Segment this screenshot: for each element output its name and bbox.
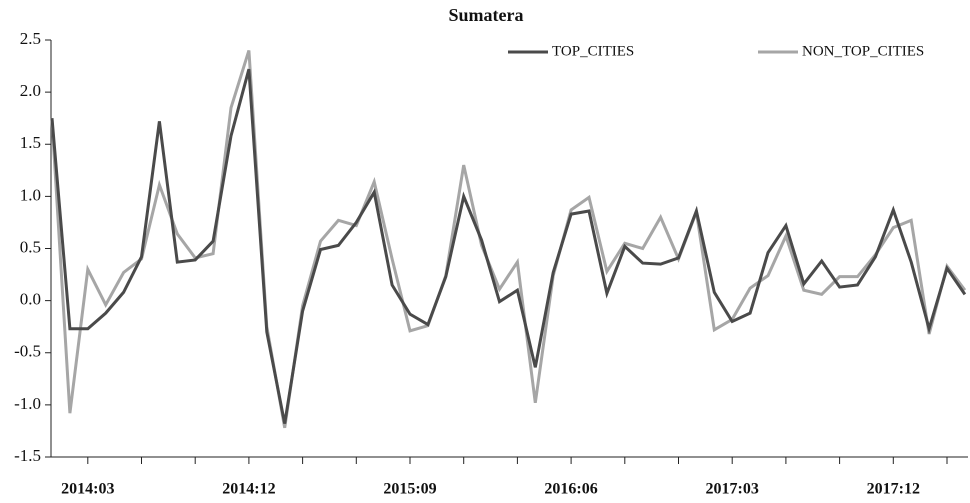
chart-title: Sumatera: [449, 5, 524, 25]
y-tick-label: -0.5: [14, 342, 41, 361]
x-tick-label: 2015:09: [383, 481, 436, 498]
x-tick-label: 2017:12: [867, 481, 920, 498]
y-tick-label: 2.5: [20, 29, 41, 48]
y-tick-label: 2.0: [20, 81, 41, 100]
y-tick-label: 0.0: [20, 290, 41, 309]
y-tick-label: 0.5: [20, 237, 41, 256]
legend-label: NON_TOP_CITIES: [802, 43, 924, 59]
y-tick-label: 1.0: [20, 185, 41, 204]
line-series: [50, 49, 967, 429]
x-tick-label: 2017:03: [706, 481, 759, 498]
y-tick-label: -1.5: [14, 446, 41, 465]
y-tick-label: 1.5: [20, 133, 41, 152]
line-series: [50, 68, 967, 424]
x-tick-label: 2014:12: [222, 481, 275, 498]
x-tick-label: 2014:03: [61, 481, 114, 498]
x-tick-label: 2016:06: [544, 481, 597, 498]
legend-label: TOP_CITIES: [552, 43, 634, 59]
y-tick-label: -1.0: [14, 394, 41, 413]
